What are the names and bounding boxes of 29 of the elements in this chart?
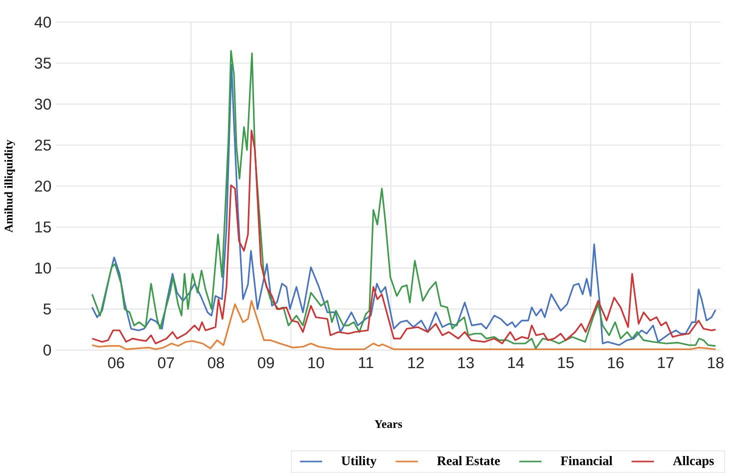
y-tick-label: 40: [34, 16, 51, 28]
y-tick-label: 15: [35, 222, 51, 233]
x-tick-label: 13: [458, 357, 474, 368]
x-tick-label: 06: [108, 357, 124, 368]
legend-label: Real Estate: [437, 456, 500, 466]
x-tick-label: 08: [208, 357, 224, 368]
x-tick-label: 11: [358, 357, 374, 368]
y-tick-label: 10: [35, 262, 51, 274]
y-tick-label: 30: [34, 98, 51, 110]
y-tick-label: 5: [43, 304, 51, 315]
x-tick-label: 07: [158, 357, 174, 368]
x-tick-label: 18: [708, 357, 724, 368]
y-tick-label: 35: [34, 58, 51, 69]
y-tick-label: 20: [34, 180, 51, 192]
x-tick-label: 10: [308, 357, 324, 368]
x-tick-label: 17: [658, 357, 674, 368]
x-tick-label: 15: [558, 357, 574, 368]
legend-label: Utility: [341, 456, 377, 468]
y-axis-title: Amihud illiquidity: [4, 140, 16, 232]
legend-label: Allcaps: [673, 456, 714, 468]
y-tick-label: 0: [43, 344, 51, 356]
x-axis-title: Years: [374, 420, 402, 428]
line-series: [91, 130, 716, 344]
y-tick-label: 25: [34, 140, 51, 151]
x-tick-label: 09: [258, 357, 274, 368]
x-tick-label: 16: [608, 357, 624, 368]
x-tick-label: 14: [508, 357, 524, 368]
legend-label: Financial: [560, 456, 612, 466]
x-tick-label: 12: [408, 357, 424, 368]
